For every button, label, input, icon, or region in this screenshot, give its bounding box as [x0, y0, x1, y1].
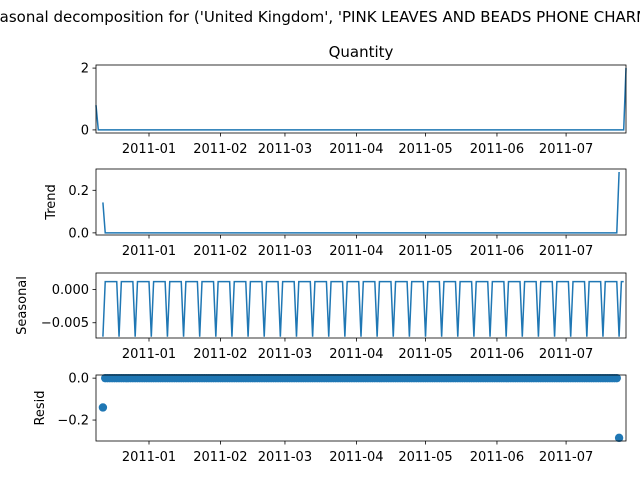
panel-quantity: 2011-01 2011-02 2011-03 2011-04 2011-05 2011-… [81, 43, 627, 157]
resid-xtick-label: 2011-01 [122, 450, 176, 465]
trend-ylabel: Trend [44, 184, 59, 221]
panel-seasonal: 2011-01 2011-02 2011-03 2011-04 2011-05 2011-… [15, 272, 627, 362]
resid-ytick-label: −0.2 [57, 414, 89, 429]
panel-resid: 2011-01 2011-02 2011-03 2011-04 2011-05 2011-… [33, 372, 627, 465]
quantity-xtick-label: 2011-02 [193, 142, 247, 157]
resid-xtick-label: 2011-02 [193, 450, 247, 465]
quantity-axes-frame [95, 64, 627, 134]
trend-xtick-label: 2011-01 [122, 244, 176, 259]
trend-xtick-label: 2011-04 [329, 244, 383, 259]
trend-xtick-label: 2011-06 [470, 244, 524, 259]
seasonal-xtick-label: 2011-01 [122, 347, 176, 362]
trend-series-line [102, 171, 620, 234]
quantity-xtick-label: 2011-01 [122, 142, 176, 157]
quantity-series-line [95, 68, 627, 131]
quantity-xtick-label: 2011-05 [398, 142, 452, 157]
resid-point [98, 403, 108, 412]
seasonal-xtick-label: 2011-03 [258, 347, 312, 362]
seasonal-xtick-label: 2011-06 [470, 347, 524, 362]
quantity-title: Quantity [329, 43, 394, 61]
resid-ylabel: Resid [33, 390, 48, 425]
seasonal-ytick-label: −0.005 [41, 316, 89, 331]
resid-xtick-label: 2011-03 [258, 450, 312, 465]
trend-ytick-label: 0.2 [68, 184, 89, 199]
quantity-ytick-label: 0 [81, 123, 89, 138]
trend-axes-frame [95, 168, 627, 236]
resid-ytick-label: 0.0 [68, 372, 89, 387]
trend-xtick-label: 2011-03 [258, 244, 312, 259]
seasonal-xtick-label: 2011-07 [539, 347, 593, 362]
seasonal-ytick-label: 0.000 [52, 283, 89, 298]
trend-xtick-label: 2011-05 [398, 244, 452, 259]
trend-ytick-label: 0.0 [68, 226, 89, 241]
quantity-ytick-label: 2 [81, 62, 89, 77]
resid-point [612, 373, 621, 383]
panel-trend: 2011-01 2011-02 2011-03 2011-04 2011-05 2011-… [44, 168, 627, 259]
resid-axes-frame [95, 374, 627, 442]
seasonal-xtick-label: 2011-02 [193, 347, 247, 362]
seasonal-xtick-label: 2011-05 [398, 347, 452, 362]
seasonal-ylabel: Seasonal [15, 276, 30, 335]
quantity-xtick-label: 2011-06 [470, 142, 524, 157]
resid-xtick-label: 2011-06 [470, 450, 524, 465]
trend-xtick-label: 2011-02 [193, 244, 247, 259]
seasonal-series-line [102, 280, 624, 337]
seasonal-axes-frame [95, 272, 627, 339]
quantity-xtick-label: 2011-04 [329, 142, 383, 157]
quantity-xtick-label: 2011-07 [539, 142, 593, 157]
resid-xtick-label: 2011-04 [329, 450, 383, 465]
resid-xtick-label: 2011-05 [398, 450, 452, 465]
resid-point [614, 433, 624, 443]
quantity-xtick-label: 2011-03 [258, 142, 312, 157]
trend-xtick-label: 2011-07 [539, 244, 593, 259]
resid-xtick-label: 2011-07 [539, 450, 593, 465]
figure-suptitle: Seasonal decomposition for ('United King… [0, 8, 640, 26]
seasonal-xtick-label: 2011-04 [329, 347, 383, 362]
